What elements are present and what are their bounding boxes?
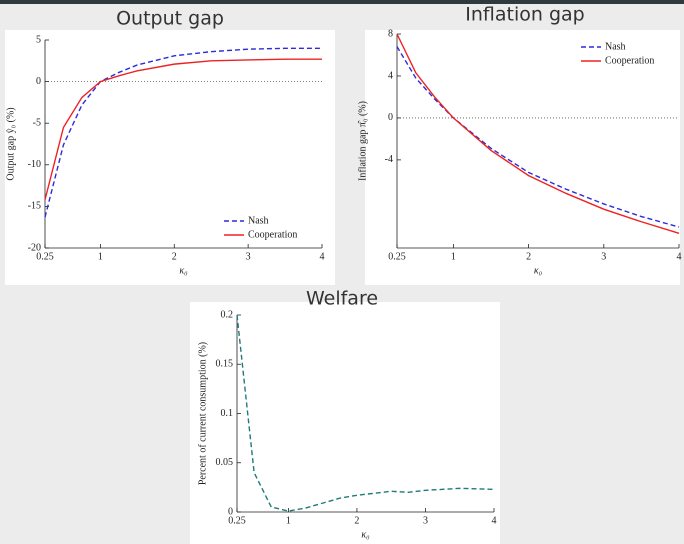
series-line	[396, 33, 680, 234]
series-line	[236, 314, 495, 512]
x-tick-label: 4	[320, 251, 325, 262]
y-tick-label: 5	[36, 34, 41, 45]
y-tick-label: 0	[36, 76, 41, 87]
x-tick-label: 4	[677, 251, 682, 262]
x-tick-label: 0.25	[388, 251, 406, 262]
legend-label: Cooperation	[605, 55, 654, 66]
x-tick-label: 0.25	[36, 251, 54, 262]
chart-panel	[190, 302, 500, 544]
x-axis-label: κ₀	[534, 265, 543, 276]
y-axis-label: Percent of current consumption (%)	[197, 342, 208, 485]
y-tick-label: 0.15	[216, 359, 234, 370]
y-tick-label: -10	[28, 159, 41, 170]
x-tick-label: 3	[246, 251, 251, 262]
chart-title: Inflation gap	[465, 4, 584, 26]
chart-panel	[5, 30, 335, 285]
y-tick-label: 4	[388, 70, 393, 81]
x-axis-label: κ₀	[361, 529, 370, 540]
y-tick-label: 0.05	[216, 457, 234, 468]
y-tick-label: 0.2	[221, 309, 234, 320]
y-tick-label: 0.1	[221, 408, 234, 419]
y-tick-label: 0	[388, 112, 393, 123]
chart-title: Output gap	[116, 8, 224, 30]
x-tick-label: 1	[98, 251, 103, 262]
y-tick-label: -4	[385, 154, 393, 165]
y-tick-label: 0	[228, 506, 233, 517]
legend-label: Cooperation	[248, 229, 297, 240]
x-tick-label: 2	[172, 251, 177, 262]
x-axis-label: κ₀	[179, 265, 188, 276]
y-axis-label: Output gap ŷ₀ (%)	[5, 107, 16, 180]
y-tick-label: -20	[28, 242, 41, 253]
x-tick-label: 3	[601, 251, 606, 262]
legend-label: Nash	[248, 215, 269, 226]
series-line	[396, 46, 680, 228]
chart-title: Welfare	[306, 288, 378, 310]
legend-label: Nash	[605, 41, 626, 52]
x-tick-label: 1	[451, 251, 456, 262]
x-tick-label: 3	[423, 515, 428, 526]
top-bar	[0, 0, 684, 4]
series-line	[44, 47, 322, 218]
chart-panel	[365, 30, 680, 285]
y-tick-label: -15	[28, 201, 41, 212]
series-line	[44, 58, 322, 200]
x-tick-label: 2	[354, 515, 359, 526]
x-tick-label: 0.25	[228, 515, 246, 526]
x-tick-label: 1	[286, 515, 291, 526]
y-tick-label: 8	[388, 28, 393, 39]
y-tick-label: -5	[33, 117, 41, 128]
y-axis-label: Inflation gap π̂₀ (%)	[357, 101, 368, 181]
x-tick-label: 2	[526, 251, 531, 262]
x-tick-label: 4	[492, 515, 497, 526]
